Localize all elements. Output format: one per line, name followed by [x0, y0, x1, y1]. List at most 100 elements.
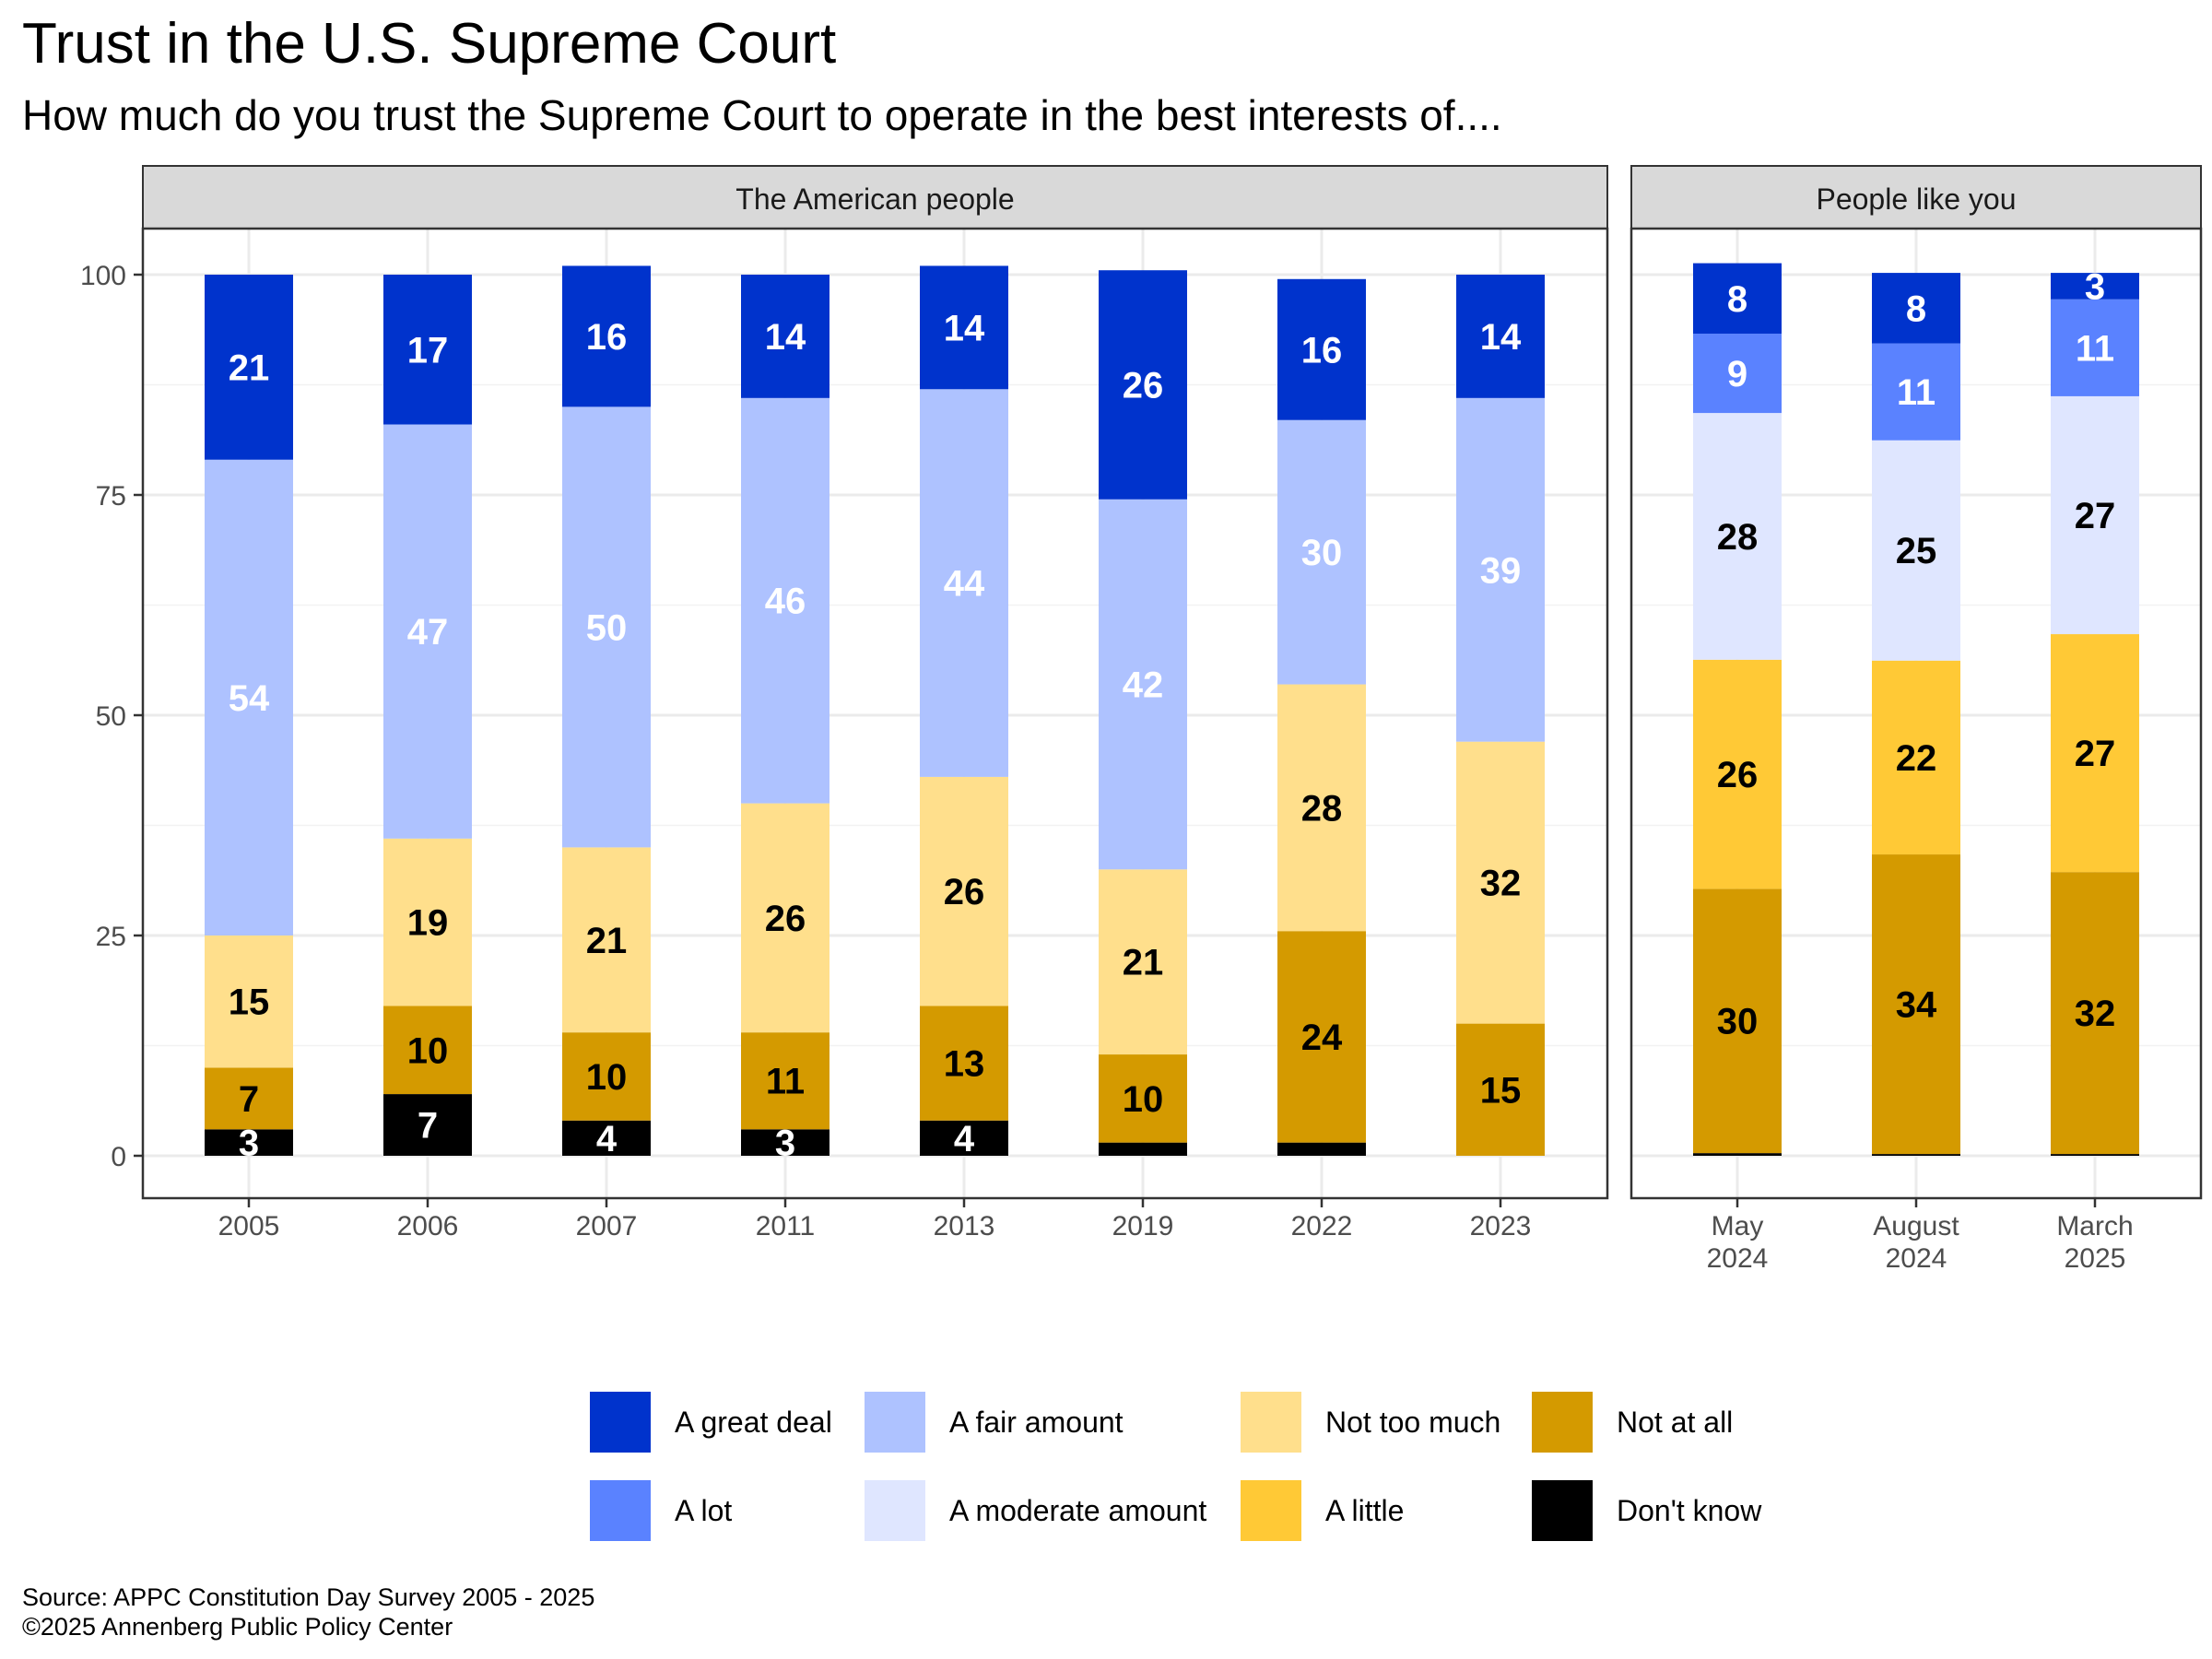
legend-label: A moderate amount: [949, 1493, 1207, 1527]
x-tick-label: 2024: [1707, 1243, 1769, 1274]
bar-segment: [1456, 397, 1545, 742]
facet-title: People like you: [1816, 182, 2016, 216]
bar-segment: [1456, 741, 1545, 1024]
bar-segment: [1099, 499, 1187, 870]
legend-label: A great deal: [675, 1405, 832, 1439]
data-label: 44: [944, 564, 985, 605]
legend-item-dont-know: Don't know: [1532, 1480, 1761, 1541]
bar-segment: [1872, 854, 1960, 1155]
chart-legend: A great deal A fair amount Not too much …: [590, 1392, 1825, 1548]
bar-segment: [1277, 419, 1366, 685]
bar-segment: [1872, 440, 1960, 661]
data-label: 32: [2075, 994, 2116, 1034]
bar-segment: [741, 275, 830, 398]
bar-segment: [1277, 931, 1366, 1143]
bar-segment: [1693, 263, 1782, 335]
data-label: 14: [944, 308, 985, 348]
bar-segment: [383, 838, 472, 1006]
data-label: 14: [765, 317, 806, 358]
x-tick-label: 2025: [2065, 1243, 2126, 1274]
bar-segment: [2051, 299, 2139, 396]
data-label: 3: [239, 1124, 259, 1164]
bar-segment: [205, 935, 293, 1068]
data-label: 15: [229, 982, 270, 1023]
bar-segment: [383, 275, 472, 425]
data-label: 26: [944, 872, 985, 912]
x-tick-label: 2005: [218, 1211, 280, 1241]
stacked-bar-chart: The American people371554217101947174102…: [80, 165, 2203, 1274]
bar-segment: [741, 1129, 830, 1156]
bar-segment: [1099, 869, 1187, 1055]
bar-segment: [1099, 1142, 1187, 1156]
bar-segment: [205, 1067, 293, 1130]
bar-segment: [1872, 273, 1960, 344]
data-label: 15: [1480, 1070, 1522, 1111]
legend-label: Not too much: [1325, 1405, 1501, 1439]
legend-item-moderate-amount: A moderate amount: [865, 1480, 1206, 1541]
data-label: 9: [1727, 354, 1747, 394]
bar-segment: [920, 265, 1008, 390]
data-label: 10: [586, 1057, 628, 1098]
bar-segment: [205, 459, 293, 935]
bar-segment: [1693, 1153, 1782, 1156]
legend-label: Not at all: [1617, 1405, 1734, 1439]
bar-segment: [2051, 273, 2139, 300]
bar-segment: [741, 1032, 830, 1130]
y-tick-label: 50: [96, 701, 126, 732]
data-label: 16: [586, 317, 628, 358]
facet-strip: [1630, 165, 2202, 229]
data-label: 25: [1896, 531, 1937, 571]
data-label: 21: [1123, 943, 1164, 983]
bar-segment: [920, 389, 1008, 777]
bar-segment: [562, 1032, 651, 1121]
legend-item-great-deal: A great deal: [590, 1392, 832, 1453]
legend-swatch: [1532, 1480, 1593, 1541]
data-label: 21: [229, 347, 270, 388]
data-label: 28: [1717, 517, 1759, 558]
bar-segment: [920, 1120, 1008, 1156]
legend-swatch: [1241, 1392, 1301, 1453]
data-label: 28: [1301, 788, 1343, 829]
bar-segment: [562, 265, 651, 407]
data-label: 19: [407, 903, 449, 944]
x-tick-label: May: [1712, 1211, 1764, 1241]
bar-segment: [1099, 1054, 1187, 1143]
bar-segment: [1693, 659, 1782, 889]
bar-segment: [205, 275, 293, 460]
data-label: 21: [586, 921, 628, 961]
data-label: 27: [2075, 734, 2116, 774]
copyright-note: ©2025 Annenberg Public Policy Center: [22, 1613, 453, 1641]
data-label: 17: [407, 330, 449, 371]
bar-segment: [1693, 888, 1782, 1154]
legend-swatch: [1532, 1392, 1593, 1453]
bar-segment: [1872, 660, 1960, 855]
source-note: Source: APPC Constitution Day Survey 200…: [22, 1583, 595, 1611]
x-tick-label: 2013: [934, 1211, 995, 1241]
data-label: 3: [2085, 266, 2105, 307]
legend-swatch: [1241, 1480, 1301, 1541]
x-tick-label: March: [2056, 1211, 2133, 1241]
data-label: 27: [2075, 496, 2116, 536]
bar-segment: [1277, 278, 1366, 420]
panel-border: [141, 227, 1609, 1200]
data-label: 16: [1301, 330, 1343, 371]
y-tick-label: 25: [96, 922, 126, 952]
legend-item-a-little: A little: [1241, 1480, 1404, 1541]
data-label: 39: [1480, 550, 1522, 591]
legend-label: Don't know: [1617, 1493, 1762, 1527]
x-tick-label: 2024: [1886, 1243, 1947, 1274]
data-label: 34: [1896, 985, 1937, 1026]
x-tick-label: 2007: [576, 1211, 638, 1241]
legend-label: A lot: [675, 1493, 733, 1527]
legend-label: A little: [1325, 1493, 1405, 1527]
bar-segment: [1456, 1023, 1545, 1156]
bar-segment: [383, 424, 472, 839]
bar-segment: [2051, 634, 2139, 873]
bar-segment: [1277, 1142, 1366, 1156]
data-label: 11: [2076, 328, 2114, 369]
bar-segment: [1099, 270, 1187, 500]
bar-segment: [1872, 1154, 1960, 1156]
bar-segment: [920, 1006, 1008, 1121]
x-tick-label: 2022: [1291, 1211, 1353, 1241]
data-label: 8: [1906, 288, 1926, 329]
